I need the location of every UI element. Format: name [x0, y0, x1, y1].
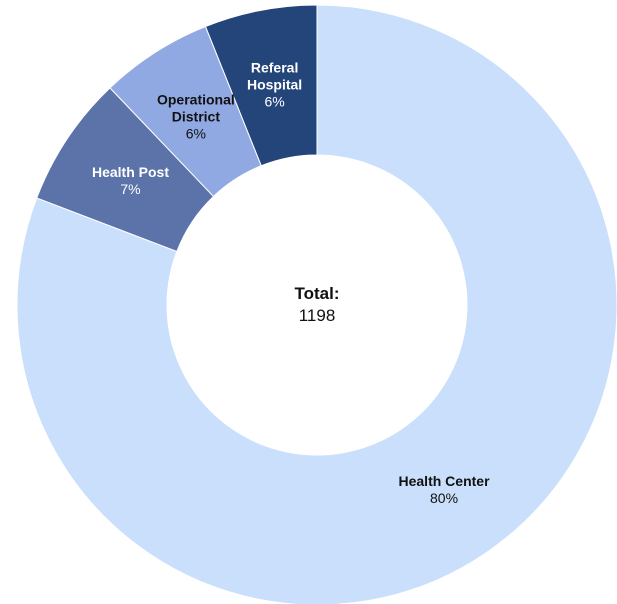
segment-name: Health Post [91, 163, 169, 180]
center-label: Total: 1198 [294, 283, 339, 327]
center-title: Total: [294, 284, 340, 303]
donut-segment [16, 4, 617, 604]
segment-value: 7% [120, 180, 141, 197]
segment-label: Referal Hospital 6% [229, 60, 321, 111]
segment-value: 6% [185, 125, 206, 142]
segment-label: Operational District 6% [150, 91, 242, 142]
segment-label: Health Post 7% [85, 164, 177, 198]
center-total: 1198 [298, 306, 336, 325]
segment-name: Referal Hospital [246, 59, 303, 93]
segment-name: Operational District [156, 91, 235, 125]
segment-value: 6% [264, 93, 285, 110]
segment-name: Health Center [398, 472, 490, 489]
donut-segment [204, 4, 318, 167]
segment-value: 80% [430, 489, 459, 506]
segment-label: Health Center 80% [374, 473, 514, 507]
